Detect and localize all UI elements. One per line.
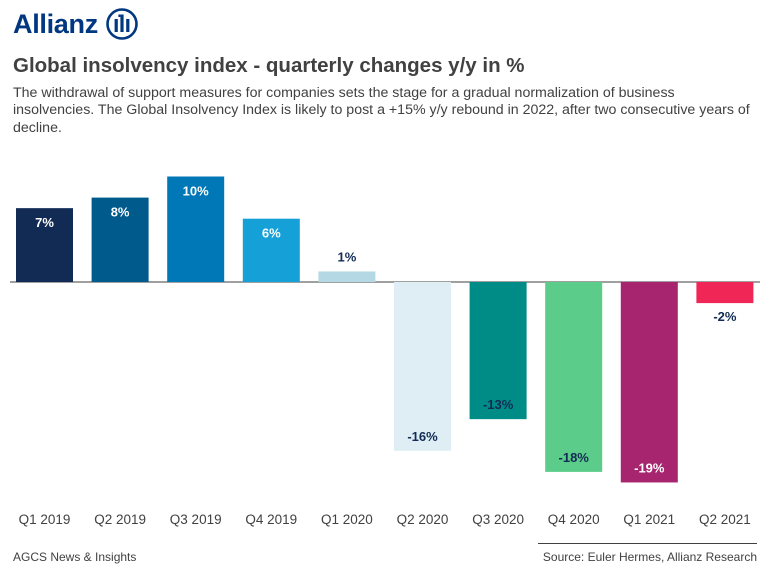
chart-title: Global insolvency index - quarterly chan… <box>13 54 525 77</box>
bar-chart: 7% Q1 2019 8% Q2 2019 10% Q3 2019 6% Q4 2019 1% Q… <box>10 176 760 527</box>
data-label: -16% <box>407 429 438 444</box>
data-label: 1% <box>338 249 357 264</box>
bar-q1-2021 <box>620 282 678 483</box>
bar-q2-2019 <box>91 197 149 282</box>
bar-q2-2020 <box>394 282 451 451</box>
data-label: 10% <box>183 184 209 199</box>
x-tick-label: Q2 2021 <box>699 512 751 527</box>
x-tick-label: Q1 2020 <box>321 512 373 527</box>
allianz-eagle-icon <box>106 8 138 40</box>
data-label: 8% <box>111 205 130 220</box>
bar-q1-2019 <box>16 208 73 282</box>
bar-q1-2020 <box>318 271 376 282</box>
data-label: 6% <box>262 226 281 241</box>
x-tick-label: Q1 2021 <box>623 512 675 527</box>
x-tick-label: Q4 2020 <box>548 512 600 527</box>
bar-q3-2020 <box>469 282 527 420</box>
x-tick-label: Q2 2019 <box>94 512 146 527</box>
data-label: -18% <box>559 450 590 465</box>
footer-publisher: AGCS News & Insights <box>13 550 137 564</box>
data-label: -13% <box>483 397 514 412</box>
footer-divider <box>538 543 757 544</box>
data-label: -2% <box>713 309 737 324</box>
x-tick-label: Q4 2019 <box>245 512 297 527</box>
chart-subtitle: The withdrawal of support measures for c… <box>13 85 750 136</box>
data-label: 7% <box>35 215 54 230</box>
x-tick-label: Q2 2020 <box>397 512 449 527</box>
bar-q2-2021 <box>696 282 754 304</box>
allianz-logo: Allianz <box>13 8 138 40</box>
x-tick-label: Q3 2020 <box>472 512 524 527</box>
data-label: -19% <box>634 460 665 475</box>
x-tick-label: Q3 2019 <box>170 512 222 527</box>
bar-q3-2019 <box>167 176 225 282</box>
footer-source: Source: Euler Hermes, Allianz Research <box>542 550 757 564</box>
bar-q4-2019 <box>242 218 300 282</box>
x-tick-label: Q1 2019 <box>19 512 71 527</box>
bar-q4-2020 <box>545 282 603 472</box>
brand-name: Allianz <box>13 8 98 39</box>
